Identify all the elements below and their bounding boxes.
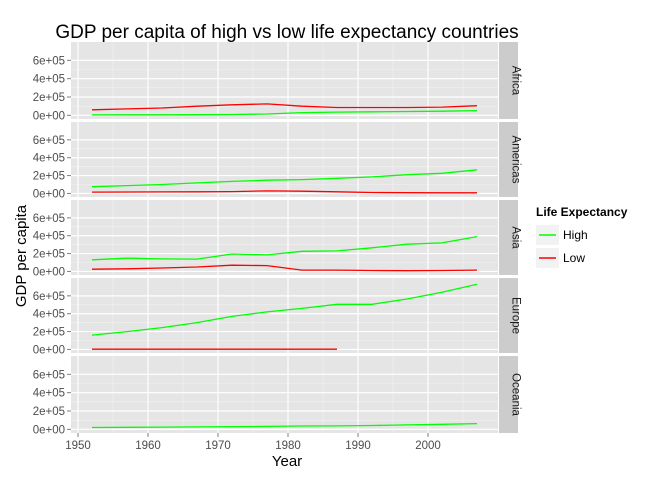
series-line-high — [91, 109, 478, 116]
x-tick-label: 1950 — [65, 440, 91, 452]
y-tick-label: 0e+00 — [33, 110, 65, 122]
facet-strip — [499, 278, 518, 353]
y-tick-label: 6e+05 — [33, 135, 65, 147]
chart-title: GDP per capita of high vs low life expec… — [55, 22, 518, 43]
legend-label-high: High — [563, 228, 588, 242]
x-tick-label: 2000 — [415, 440, 441, 452]
y-tick-label: 2e+05 — [33, 327, 65, 339]
facet-panel: 0e+00 2e+05 4e+05 6e+05 Africa — [33, 42, 522, 122]
y-tick-label: 6e+05 — [33, 369, 65, 381]
y-tick-label: 0e+00 — [33, 188, 65, 200]
y-tick-label: 4e+05 — [33, 309, 65, 321]
facet-panel: 0e+00 2e+05 4e+05 6e+05 Oceania — [33, 356, 522, 436]
y-tick-label: 2e+05 — [33, 249, 65, 261]
panel-background — [71, 356, 498, 433]
facet-label: Asia — [510, 226, 522, 249]
series-line-low — [91, 103, 478, 111]
y-tick-label: 2e+05 — [33, 171, 65, 183]
legend: Life Expectancy High Low — [536, 205, 628, 268]
y-tick-label: 6e+05 — [33, 55, 65, 67]
facet-label: Oceania — [510, 373, 522, 416]
y-tick-label: 4e+05 — [33, 388, 65, 400]
x-tick-label: 1980 — [275, 440, 301, 452]
y-tick-label: 2e+05 — [33, 406, 65, 418]
panel-background — [71, 200, 498, 275]
y-tick-label: 6e+05 — [33, 213, 65, 225]
series-line-high — [91, 422, 478, 429]
legend-title: Life Expectancy — [536, 205, 628, 219]
facet-label: Europe — [510, 297, 522, 334]
series-line-low — [91, 190, 477, 194]
y-tick-label: 4e+05 — [33, 153, 65, 165]
x-tick-label: 1960 — [135, 440, 161, 452]
y-tick-label: 4e+05 — [33, 74, 65, 86]
legend-label-low: Low — [563, 251, 585, 265]
series-line-high — [91, 235, 478, 261]
x-axis-title: Year — [272, 453, 302, 470]
facet-label: Africa — [510, 66, 522, 96]
series-line-high — [91, 169, 478, 188]
y-tick-label: 4e+05 — [33, 231, 65, 243]
facet-strip — [499, 122, 518, 197]
facet-strip — [499, 356, 518, 433]
y-tick-label: 0e+00 — [33, 424, 65, 436]
facet-panel: 0e+00 2e+05 4e+05 6e+05 Americas — [33, 122, 522, 200]
y-tick-label: 2e+05 — [33, 92, 65, 104]
facet-panels: 0e+00 2e+05 4e+05 6e+05 Africa 0e+00 2e+05 4e+0… — [33, 42, 522, 436]
y-tick-label: 0e+00 — [33, 266, 65, 278]
series-line-high — [91, 283, 478, 336]
facet-panel: 0e+00 2e+05 4e+05 6e+05 Asia — [33, 200, 522, 278]
y-tick-label: 0e+00 — [33, 344, 65, 356]
facet-strip — [499, 200, 518, 275]
x-axis: 1950 1960 1970 1980 1990 2000 — [65, 433, 441, 452]
x-tick-label: 1970 — [205, 440, 231, 452]
y-axis-title: GDP per capita — [13, 204, 30, 307]
facet-panel: 0e+00 2e+05 4e+05 6e+05 Europe — [33, 278, 522, 356]
series-line-low — [91, 264, 478, 272]
facet-strip — [499, 42, 518, 119]
x-tick-label: 1990 — [345, 440, 371, 452]
panel-background — [71, 278, 498, 353]
y-tick-label: 6e+05 — [33, 291, 65, 303]
facet-label: Americas — [510, 136, 522, 184]
